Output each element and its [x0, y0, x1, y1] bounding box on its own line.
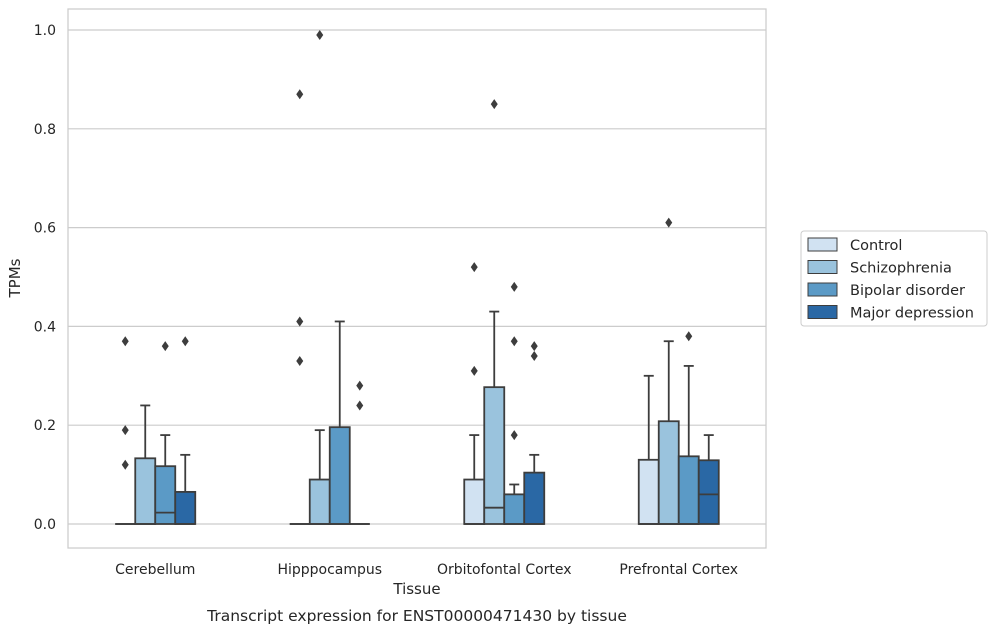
box-body: [328, 426, 351, 525]
y-axis-label: TPMs: [6, 258, 24, 298]
legend-label: Control: [850, 238, 902, 254]
legend-label: Bipolar disorder: [850, 283, 965, 299]
outlier-point: [510, 336, 518, 347]
box-group: [134, 404, 157, 525]
box-body: [174, 490, 197, 525]
outlier-point: [121, 336, 129, 347]
legend: Control Schizophrenia Bipolar disorder Majo…: [800, 230, 988, 327]
box-group: [697, 434, 720, 525]
outlier-point: [356, 380, 364, 391]
outlier-point: [685, 331, 693, 342]
legend-swatch: [807, 305, 838, 319]
box-body: [657, 420, 680, 525]
x-tick-label: Cerebellum: [115, 562, 195, 578]
outlier-point: [296, 316, 304, 327]
legend-frame: [800, 230, 988, 327]
outlier-point: [490, 99, 498, 110]
box-body: [677, 455, 700, 525]
box-group: [289, 89, 310, 525]
outlier-point: [510, 430, 518, 441]
legend-swatch: [807, 237, 838, 252]
x-axis-ticks: Cerebellum Hipppocampus Orbitofontal Corte…: [115, 562, 738, 578]
x-axis-label: Tissue: [392, 580, 440, 598]
legend-swatch: [807, 260, 838, 274]
outlier-point: [356, 400, 364, 411]
box-group: [328, 320, 351, 525]
outlier-point: [510, 281, 518, 292]
box-group: [115, 336, 136, 525]
box-body: [134, 457, 157, 525]
box-group: [308, 29, 331, 525]
box-body: [154, 465, 177, 525]
box-body: [523, 471, 546, 525]
y-tick-label: 0.8: [34, 122, 56, 138]
y-tick-label: 0.0: [34, 517, 56, 533]
box-group: [463, 262, 486, 525]
plot-background: [68, 9, 766, 548]
box-body: [463, 478, 486, 525]
outlier-point: [665, 217, 673, 228]
y-axis-ticks: 0.0 0.2 0.4 0.6 0.8 1.0: [34, 23, 56, 533]
legend-swatch: [807, 282, 838, 297]
x-tick-label: Orbitofontal Cortex: [437, 562, 572, 578]
plot-frame: [67, 8, 767, 549]
outlier-point: [316, 29, 324, 40]
box-body: [637, 458, 660, 525]
outlier-point: [121, 425, 129, 436]
box-group: [503, 281, 526, 525]
box-plot-marks: [115, 29, 720, 525]
box-body: [697, 459, 720, 525]
box-body: [308, 478, 331, 525]
legend-label: Schizophrenia: [850, 261, 952, 277]
outlier-point: [530, 341, 538, 352]
outlier-point: [181, 336, 189, 347]
outlier-point: [470, 262, 478, 273]
y-tick-label: 0.2: [34, 418, 56, 434]
outlier-point: [470, 365, 478, 376]
outlier-point: [161, 341, 169, 352]
outlier-point: [296, 89, 304, 100]
box-body: [483, 386, 506, 525]
legend-label: Major depression: [850, 306, 974, 322]
box-group: [174, 336, 197, 525]
y-tick-label: 1.0: [34, 23, 56, 39]
y-tick-label: 0.4: [34, 319, 56, 335]
figure-caption: Transcript expression for ENST0000047143…: [206, 607, 627, 625]
box-group: [483, 99, 506, 525]
outlier-point: [296, 355, 304, 366]
box-body: [503, 493, 526, 525]
x-tick-label: Hipppocampus: [277, 562, 382, 578]
outlier-point: [121, 459, 129, 470]
box-group: [349, 380, 370, 525]
x-tick-label: Prefrontal Cortex: [619, 562, 738, 578]
y-tick-label: 0.6: [34, 221, 56, 237]
outlier-point: [530, 351, 538, 362]
box-group: [154, 341, 177, 525]
box-group: [523, 341, 546, 525]
